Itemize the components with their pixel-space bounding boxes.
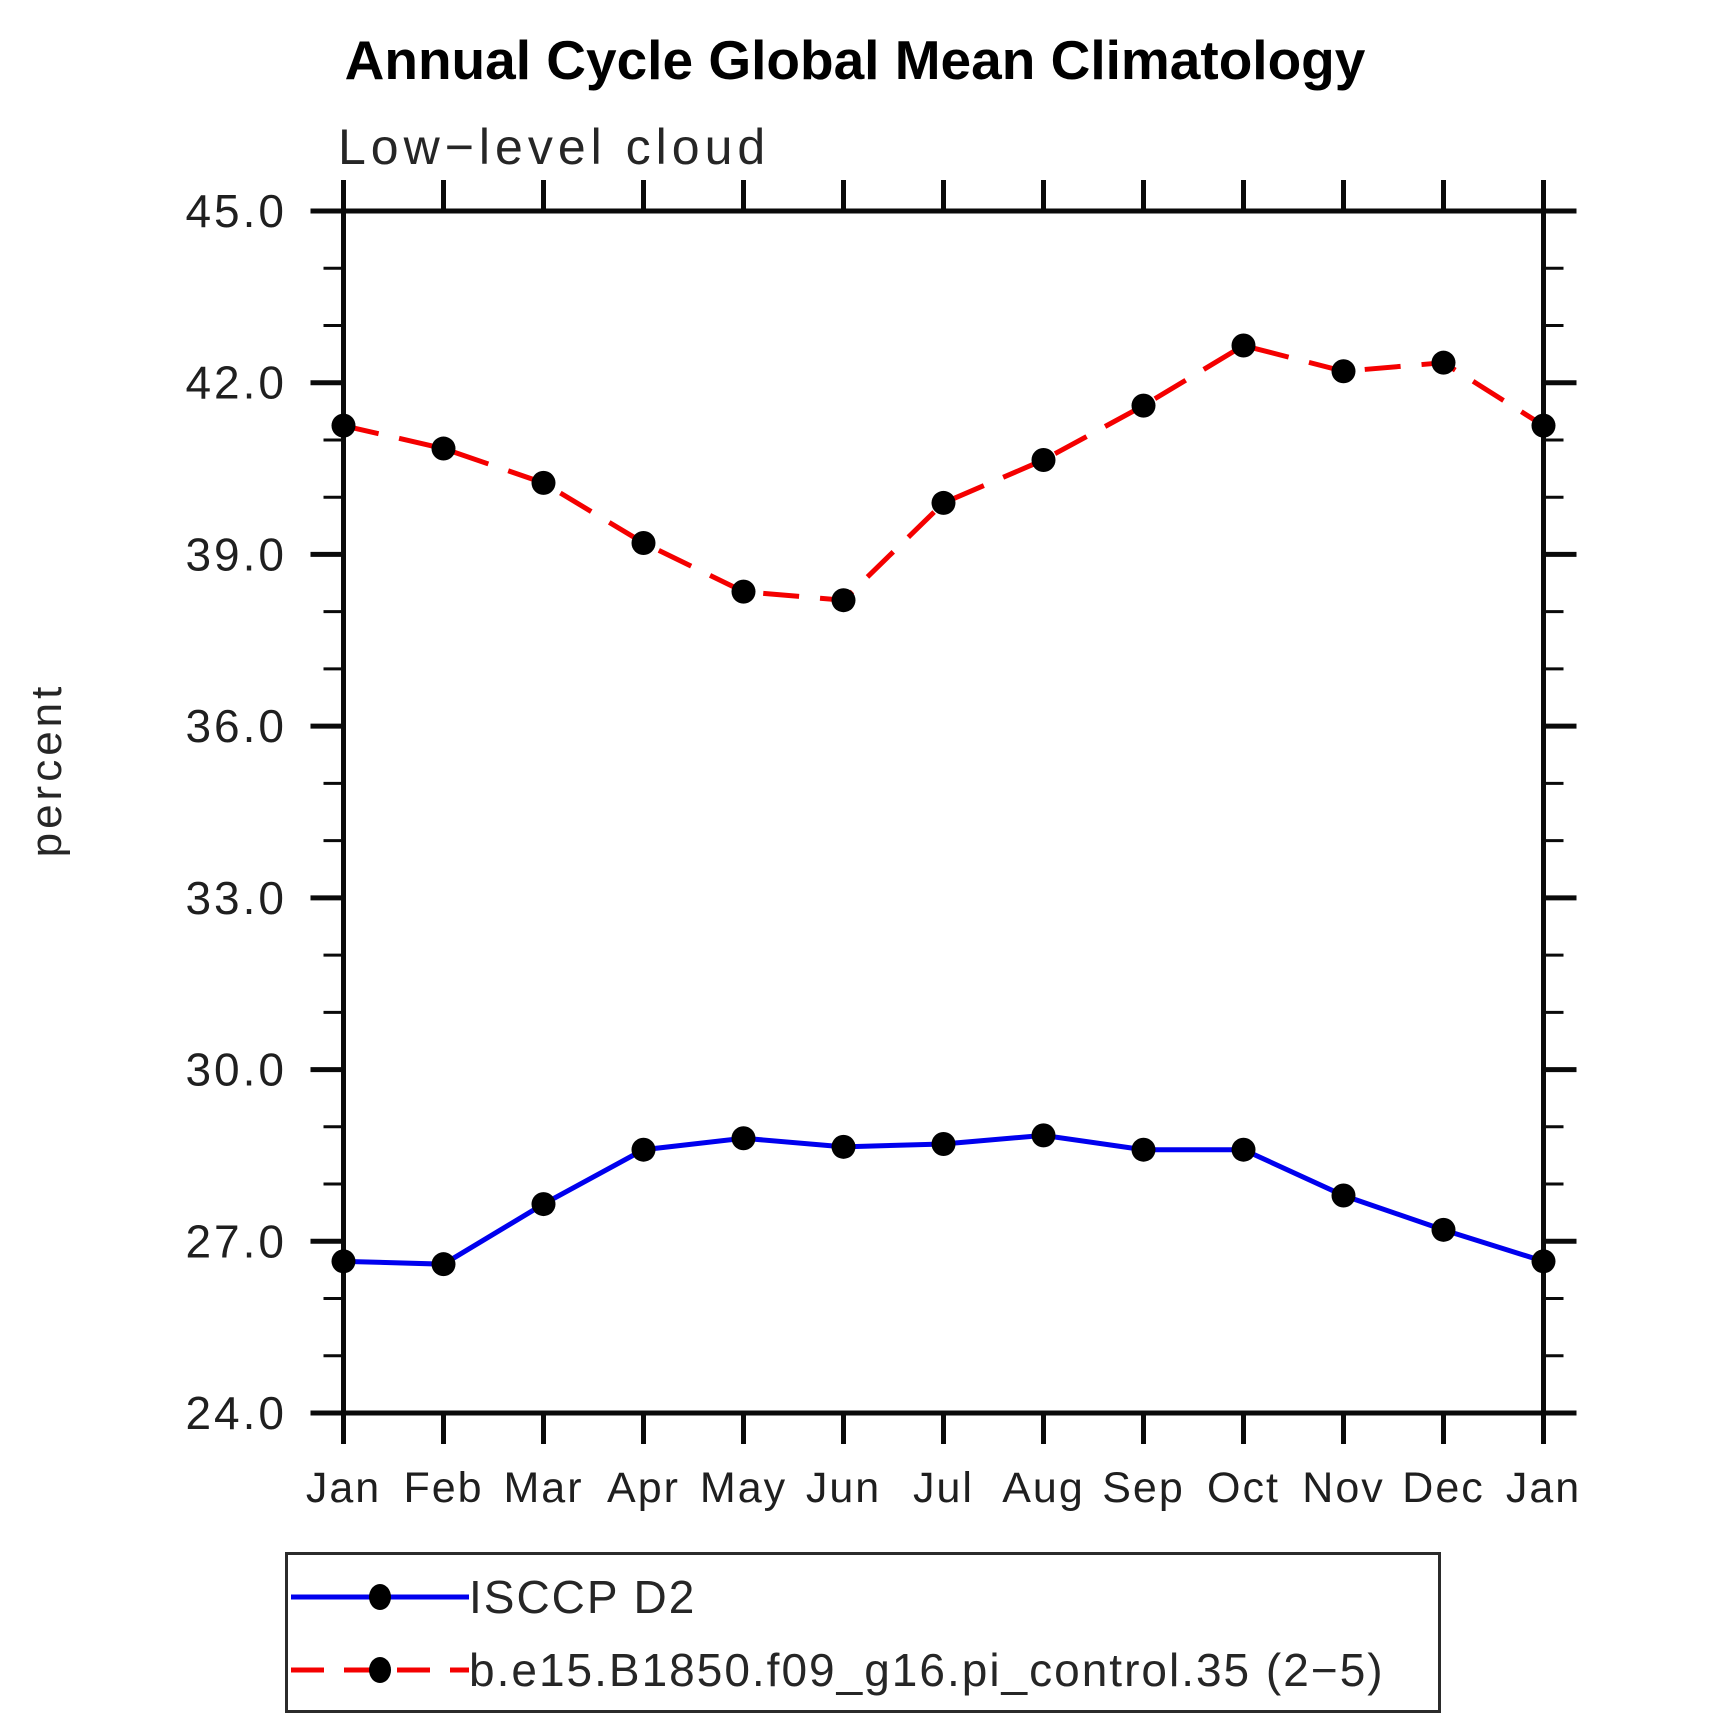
data-point-marker bbox=[1431, 1217, 1456, 1242]
data-point-marker bbox=[531, 1192, 556, 1217]
series-line-pi-control bbox=[342, 342, 1545, 603]
data-point-marker bbox=[1031, 447, 1056, 472]
x-axis-tick-label: Oct bbox=[1207, 1464, 1280, 1512]
y-axis-tick-label: 39.0 bbox=[185, 528, 287, 580]
x-axis-tick-label: Jan bbox=[306, 1464, 381, 1512]
y-axis-tick-label: 36.0 bbox=[185, 700, 287, 752]
legend-sample-marker bbox=[369, 1584, 391, 1610]
data-point-marker bbox=[531, 470, 556, 495]
data-point-marker bbox=[931, 490, 956, 515]
data-point-marker bbox=[1531, 413, 1556, 438]
data-point-marker bbox=[331, 413, 356, 438]
data-point-marker bbox=[1131, 393, 1156, 418]
data-point-marker bbox=[1031, 1123, 1056, 1148]
y-axis-tick-label: 33.0 bbox=[185, 872, 287, 924]
axis-frame bbox=[341, 208, 1546, 1416]
x-axis-tick-label: Apr bbox=[607, 1464, 680, 1512]
data-point-marker bbox=[1231, 1137, 1256, 1162]
x-axis-tick-label: Jan bbox=[1506, 1464, 1581, 1512]
legend-item-pi-control: b.e15.B1850.f09_g16.pi_control.35 (2−5) bbox=[291, 1645, 1385, 1695]
x-axis-tick-label: Feb bbox=[403, 1464, 483, 1512]
data-point-marker bbox=[631, 530, 656, 555]
x-axis-tick-label: Jul bbox=[913, 1464, 974, 1512]
data-point-marker bbox=[831, 1134, 856, 1159]
data-point-marker bbox=[1531, 1249, 1556, 1274]
data-point-marker bbox=[1331, 359, 1356, 384]
y-axis-tick-label: 27.0 bbox=[185, 1215, 287, 1267]
x-axis-tick-label: Nov bbox=[1302, 1464, 1384, 1512]
y-axis-tick-label: 24.0 bbox=[185, 1387, 287, 1439]
data-point-marker bbox=[1231, 333, 1256, 358]
x-axis-tick-label: Sep bbox=[1102, 1464, 1185, 1512]
chart-subtitle: Low−level cloud bbox=[338, 119, 771, 175]
y-axis-tick-label: 42.0 bbox=[185, 357, 287, 409]
data-point-marker bbox=[731, 1126, 756, 1151]
x-axis-tick-label: Jun bbox=[806, 1464, 881, 1512]
legend-label: ISCCP D2 bbox=[469, 1571, 697, 1623]
x-axis-tick-label: Aug bbox=[1002, 1464, 1085, 1512]
data-point-marker bbox=[831, 588, 856, 613]
x-axis-tick-label: Mar bbox=[503, 1464, 583, 1512]
data-point-marker bbox=[1131, 1137, 1156, 1162]
data-point-marker bbox=[731, 579, 756, 604]
legend: ISCCP D2 b.e15.B1850.f09_g16.pi_control.… bbox=[285, 1552, 1441, 1713]
data-point-marker bbox=[431, 436, 456, 461]
data-point-marker bbox=[431, 1252, 456, 1277]
data-point-marker bbox=[331, 1249, 356, 1274]
x-axis-tick-label: Dec bbox=[1402, 1464, 1484, 1512]
legend-item-isccp-d2: ISCCP D2 bbox=[291, 1572, 696, 1622]
chart-title: Annual Cycle Global Mean Climatology bbox=[344, 29, 1366, 91]
legend-sample-marker bbox=[369, 1657, 391, 1683]
data-point-marker bbox=[931, 1131, 956, 1156]
legend-label: b.e15.B1850.f09_g16.pi_control.35 (2−5) bbox=[469, 1644, 1385, 1696]
plot-area: Jan Feb Mar Apr May Jun Jul Aug Sep Oct Nov Dec Jan 2… bbox=[185, 180, 1581, 1512]
legend-line-sample-solid bbox=[291, 1584, 469, 1610]
x-axis-tick-label: May bbox=[700, 1464, 787, 1512]
y-axis-tick-label: 30.0 bbox=[185, 1044, 287, 1096]
data-point-marker bbox=[1331, 1183, 1356, 1208]
data-point-marker bbox=[1431, 350, 1456, 375]
y-axis-tick-label: 45.0 bbox=[185, 185, 287, 237]
legend-line-sample-dashed bbox=[291, 1657, 469, 1683]
data-point-marker bbox=[631, 1137, 656, 1162]
